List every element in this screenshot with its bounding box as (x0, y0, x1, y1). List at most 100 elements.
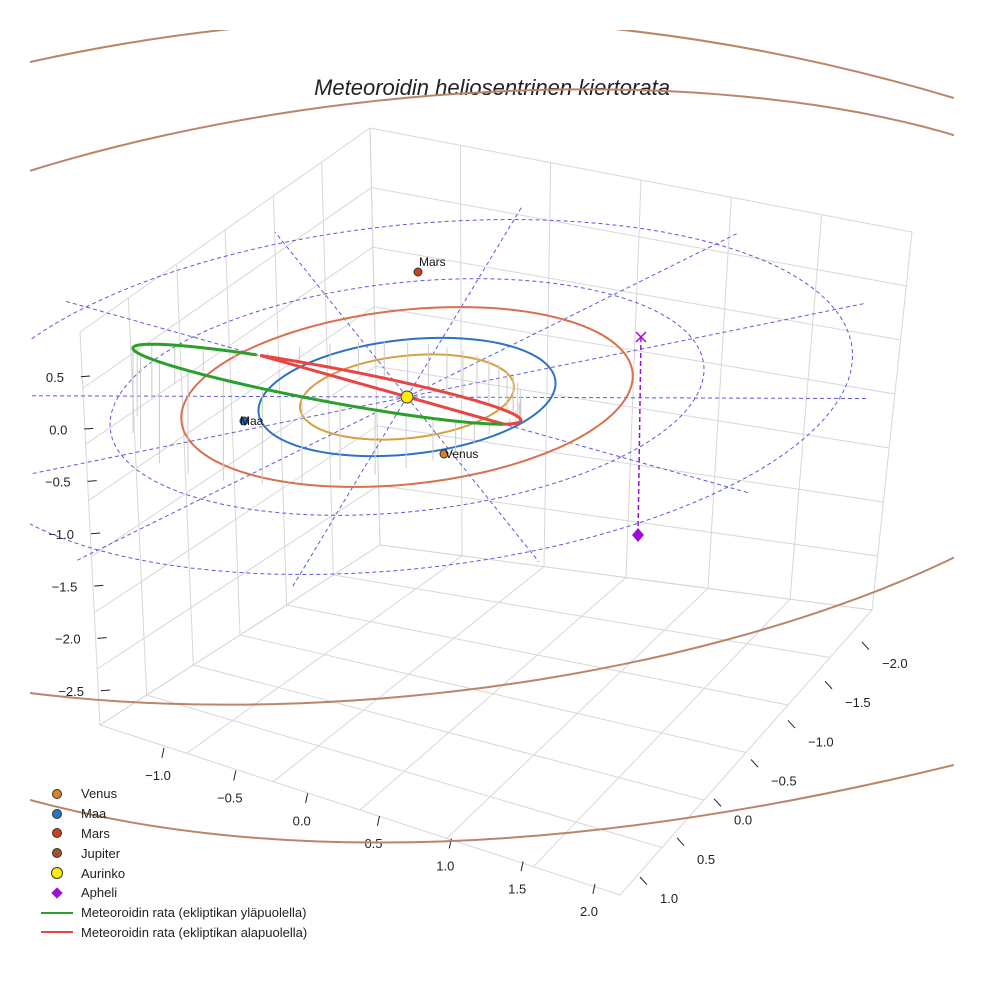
legend-swatch (40, 911, 74, 914)
radial-line (406, 303, 864, 398)
legend-item: Jupiter (40, 843, 307, 863)
legend-swatch (40, 828, 74, 839)
legend-swatch (40, 931, 74, 934)
planet-label-mars: Mars (419, 255, 446, 269)
grid-line (91, 365, 376, 557)
z-tick-label: 0.0 (49, 422, 67, 437)
y-tick-mark (713, 798, 722, 807)
y-tick-label: −1.0 (808, 734, 834, 749)
z-tick-label: −2.5 (58, 684, 84, 699)
legend-item: Maa (40, 804, 307, 824)
orbit-mars (180, 306, 634, 488)
y-tick-mark (639, 876, 648, 886)
radial-line (292, 396, 408, 587)
x-tick-label: 0.0 (293, 813, 311, 828)
legend-marker (52, 828, 62, 839)
legend-swatch (40, 867, 74, 880)
legend-label: Apheli (81, 885, 118, 901)
x-tick-label: 2.0 (580, 904, 598, 919)
radial-line (274, 231, 408, 398)
radial-line (406, 207, 522, 398)
grid-line (359, 577, 627, 811)
planet-marker-maa (239, 416, 249, 426)
z-tick-mark (94, 584, 104, 587)
grid-line (272, 195, 288, 606)
legend-marker (52, 788, 62, 799)
grid-line (871, 231, 913, 611)
grid-line (619, 609, 873, 896)
grid-line (369, 127, 913, 233)
legend-swatch (40, 788, 74, 799)
legend: Venus Maa Mars Jupiter Aurinko Apheli Meteoroi… (40, 784, 307, 942)
legend-label: Meteoroidin rata (ekliptikan alapuolella… (81, 924, 308, 940)
legend-swatch (40, 808, 74, 819)
z-tick-mark (97, 637, 107, 639)
grid-line (94, 425, 378, 614)
legend-marker (41, 931, 73, 934)
grid-line (446, 587, 709, 839)
sun-marker (400, 390, 414, 404)
y-tick-label: −0.5 (771, 774, 797, 789)
planet-marker-mars (413, 267, 423, 277)
planet-marker-venus (439, 449, 449, 459)
reference-circle (30, 218, 853, 576)
grid-line (127, 297, 148, 696)
x-tick-label: 1.5 (508, 881, 526, 896)
y-tick-label: 0.0 (734, 813, 752, 828)
z-tick-mark (87, 480, 97, 482)
radial-line (77, 396, 408, 561)
markers-layer: Mars Maa Venus (239, 255, 647, 542)
x-tick-label: −0.5 (217, 791, 243, 806)
legend-marker (51, 867, 63, 880)
orbit-jupiter-bottom (30, 764, 954, 844)
chart-title: Meteoroidin heliosentrinen kiertorata (314, 75, 670, 100)
z-tick-mark (80, 375, 91, 378)
meteoroid-orbit-above (131, 342, 504, 426)
legend-marker (52, 848, 62, 859)
orbits-layer (30, 30, 954, 844)
orbit-jupiter-top (30, 30, 954, 99)
y-tick-label: −2.0 (882, 656, 908, 671)
legend-marker (51, 887, 63, 899)
z-tick-mark (84, 427, 94, 430)
y-tick-mark (824, 680, 833, 690)
grid-line (372, 246, 901, 341)
x-axis-ticks: −1.0−0.50.00.51.01.52.0 (145, 747, 598, 919)
grid-line (286, 604, 789, 706)
grid-line (789, 214, 823, 600)
planet-label-venus: Venus (445, 447, 478, 461)
grid-line (176, 263, 194, 666)
radial-line (30, 396, 408, 475)
grid-line (82, 187, 372, 389)
grid-line (377, 425, 884, 503)
x-tick-mark (592, 883, 596, 894)
legend-marker (41, 911, 73, 914)
radial-line (406, 396, 869, 400)
legend-item: Mars (40, 824, 307, 844)
grid-line (79, 127, 371, 333)
aphelion-dropline (637, 336, 642, 536)
legend-item: Aurinko (40, 863, 307, 883)
y-tick-mark (861, 641, 870, 651)
grid-line (85, 246, 374, 445)
grid-line (375, 365, 890, 449)
y-tick-mark (676, 837, 685, 846)
z-tick-mark (100, 689, 111, 692)
x-tick-mark (376, 815, 380, 826)
grid-line (371, 187, 907, 287)
legend-swatch (40, 887, 74, 899)
grid-line (79, 331, 101, 726)
legend-label: Jupiter (81, 845, 121, 861)
grid-line (379, 544, 873, 611)
planet-label-maa: Maa (240, 414, 264, 428)
y-tick-label: −1.5 (845, 695, 871, 710)
grid-line (378, 484, 878, 557)
z-tick-mark (90, 532, 101, 535)
y-tick-mark (750, 759, 759, 768)
grid-line (321, 161, 334, 576)
grid-line (707, 197, 732, 589)
orbit-jupiter (30, 88, 954, 706)
grid-line (369, 127, 381, 546)
legend-item: Venus (40, 784, 307, 804)
y-tick-label: 0.5 (697, 852, 715, 867)
